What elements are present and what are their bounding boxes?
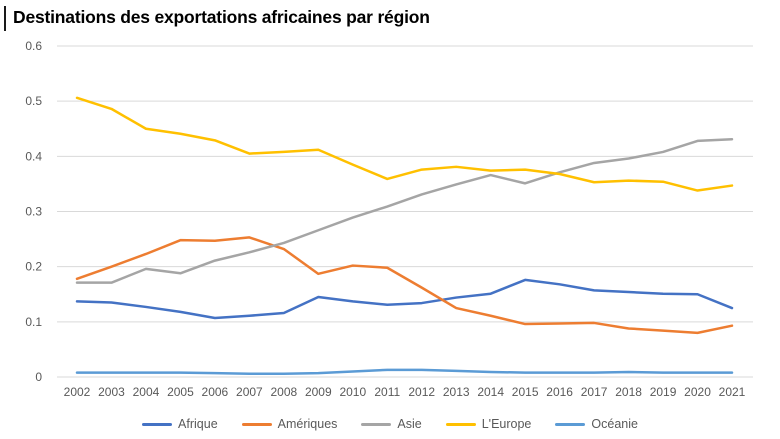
- x-axis-labels-group: 2002 2003 2004 2005 2006 2007 2008 2009 2010 2011…: [64, 385, 746, 399]
- chart-title[interactable]: Destinations des exportations africaines…: [13, 7, 430, 27]
- x-tick-label: 2011: [374, 385, 400, 399]
- x-tick-label: 2009: [305, 385, 332, 399]
- x-tick-label: 2016: [546, 385, 573, 399]
- series-line-oceanie[interactable]: [75, 368, 734, 375]
- series-line-l-europe[interactable]: [75, 96, 734, 192]
- x-tick-label: 2005: [167, 385, 194, 399]
- legend-item-l-europe[interactable]: L'Europe: [445, 417, 532, 431]
- legend-item-ameriques[interactable]: Amériques: [241, 417, 338, 431]
- x-tick-label: 2010: [339, 385, 366, 399]
- chart-legend: Afrique Amériques Asie L'Europe Océanie: [0, 414, 780, 434]
- y-tick-label: 0.6: [25, 39, 42, 53]
- x-tick-label: 2007: [236, 385, 263, 399]
- series-lines-group: [75, 96, 734, 375]
- y-tick-label: 0.1: [25, 315, 42, 329]
- x-tick-label: 2015: [512, 385, 539, 399]
- legend-item-oceanie[interactable]: Océanie: [555, 417, 638, 431]
- x-tick-label: 2003: [98, 385, 125, 399]
- legend-line-swatch-afrique: [142, 422, 173, 426]
- x-tick-label: 2013: [443, 385, 470, 399]
- gridlines-group: [57, 45, 753, 378]
- legend-label-afrique: Afrique: [178, 417, 218, 431]
- line-chart-svg[interactable]: 0 0.1 0.2 0.3 0.4 0.5 0.6 2002 2003 2004 2005 2006…: [0, 0, 780, 410]
- series-line-afrique[interactable]: [75, 278, 734, 320]
- x-tick-label: 2012: [408, 385, 435, 399]
- legend-line-swatch-l-europe: [445, 422, 476, 426]
- legend-item-asie[interactable]: Asie: [361, 417, 422, 431]
- x-tick-label: 2021: [719, 385, 746, 399]
- series-line-asie[interactable]: [75, 137, 734, 284]
- legend-line-swatch-oceanie: [555, 422, 586, 426]
- legend-line-swatch-asie: [361, 422, 392, 426]
- x-tick-label: 2019: [650, 385, 677, 399]
- legend-item-afrique[interactable]: Afrique: [142, 417, 218, 431]
- legend-line-swatch-ameriques: [241, 422, 272, 426]
- legend-label-l-europe: L'Europe: [481, 417, 532, 431]
- x-tick-label: 2006: [202, 385, 229, 399]
- text-cursor: [4, 6, 6, 31]
- y-tick-label: 0: [35, 370, 42, 384]
- x-tick-label: 2020: [684, 385, 711, 399]
- x-tick-label: 2002: [64, 385, 91, 399]
- y-tick-label: 0.5: [25, 94, 42, 108]
- legend-label-ameriques: Amériques: [277, 417, 338, 431]
- y-axis-labels-group: 0 0.1 0.2 0.3 0.4 0.5 0.6: [25, 39, 42, 384]
- legend-label-asie: Asie: [397, 417, 422, 431]
- y-tick-label: 0.2: [25, 260, 42, 274]
- x-tick-label: 2018: [615, 385, 642, 399]
- x-tick-label: 2004: [133, 385, 160, 399]
- legend-label-oceanie: Océanie: [591, 417, 638, 431]
- series-line-ameriques[interactable]: [75, 236, 734, 335]
- x-tick-label: 2008: [270, 385, 297, 399]
- x-tick-label: 2014: [477, 385, 504, 399]
- x-tick-label: 2017: [581, 385, 608, 399]
- y-tick-label: 0.4: [25, 149, 42, 163]
- y-tick-label: 0.3: [25, 205, 42, 219]
